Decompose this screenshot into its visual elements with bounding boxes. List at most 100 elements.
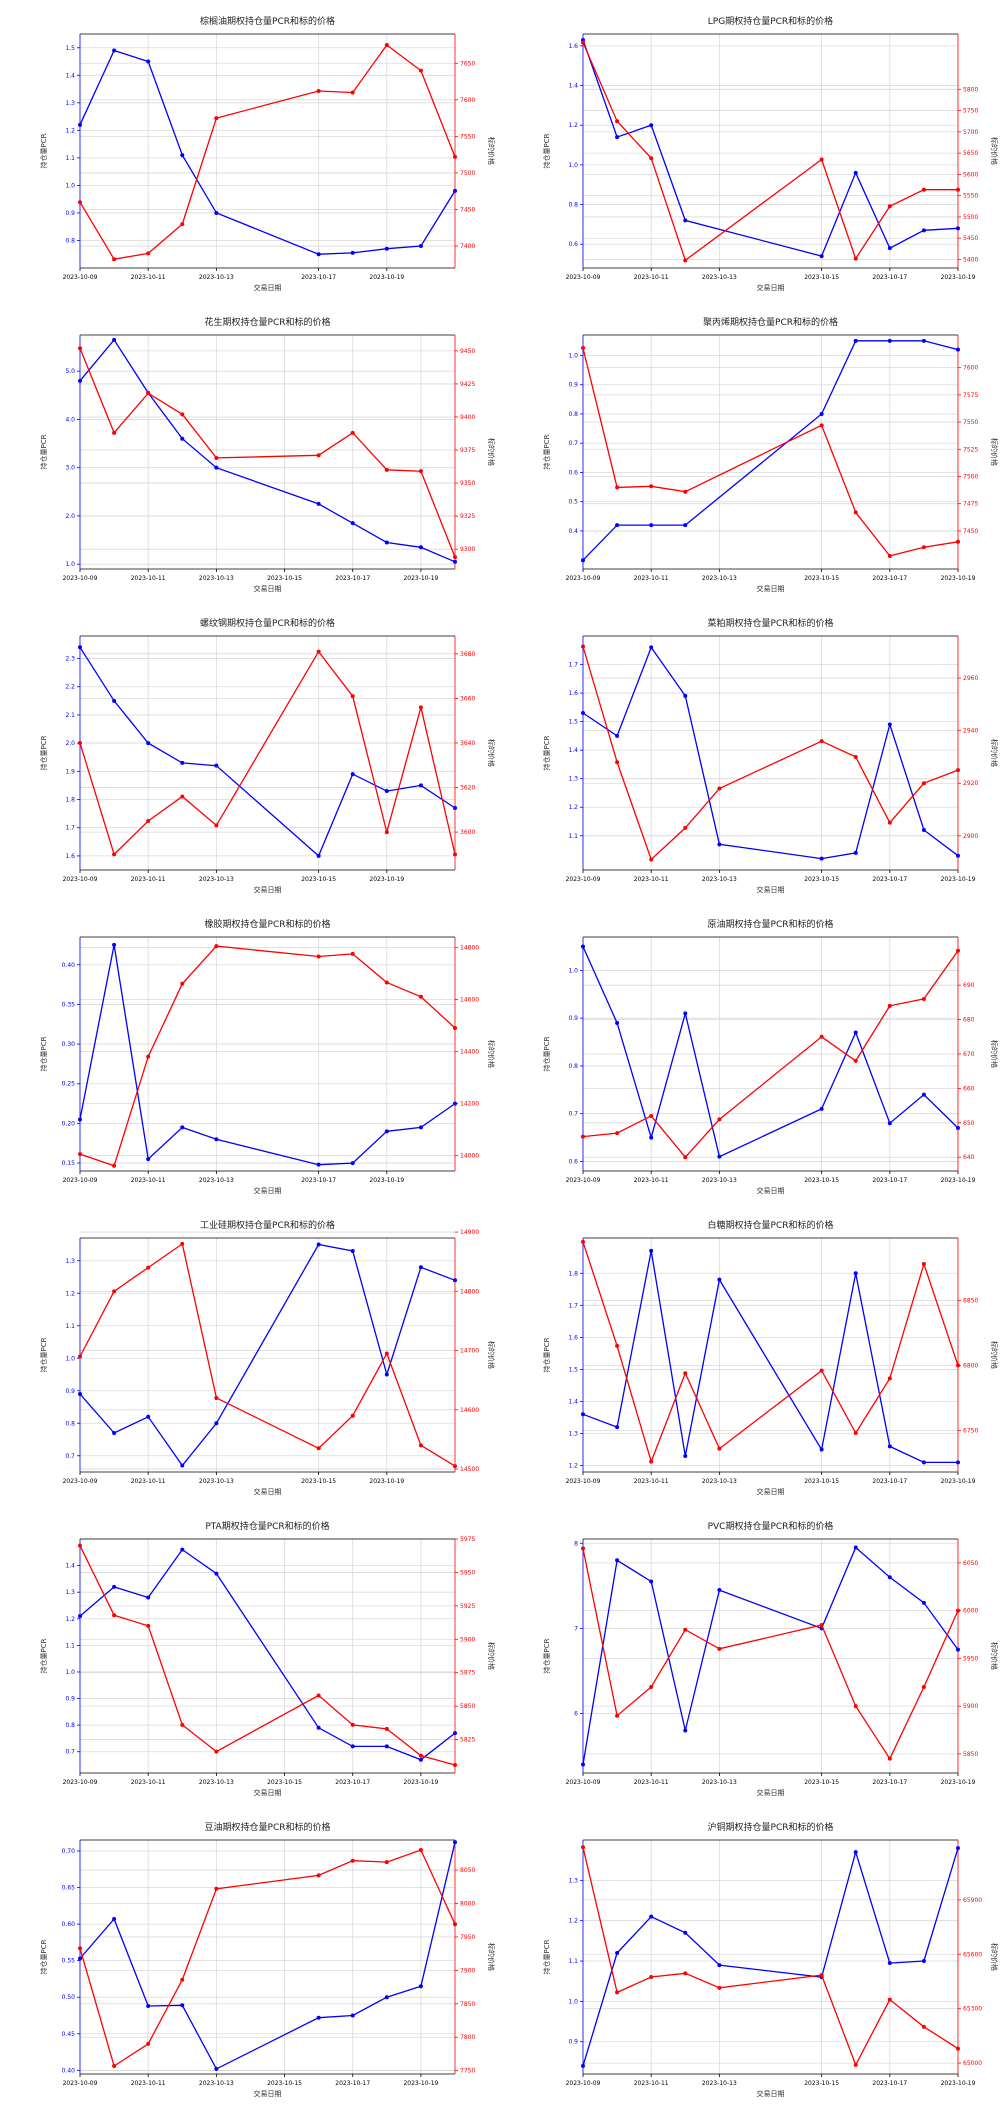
pcr-line: [582, 946, 959, 1158]
right-tick-label: 8000: [460, 1901, 475, 1908]
price-point: [683, 489, 688, 494]
price-point: [78, 1946, 82, 1951]
right-tick-label: 660: [963, 1085, 975, 1092]
pcr-point: [921, 228, 926, 233]
price-point: [180, 222, 185, 227]
price-point: [819, 1034, 824, 1039]
price-point: [418, 68, 423, 73]
left-tick-label: 1.3: [65, 1589, 75, 1596]
price-point: [615, 485, 620, 490]
pcr-line: [582, 646, 959, 860]
x-tick-label: 2023-10-15: [267, 1779, 302, 1786]
price-line: [582, 42, 958, 262]
left-tick-label: 1.1: [65, 1323, 75, 1330]
pcr-point: [214, 2066, 219, 2071]
price-point: [112, 430, 117, 435]
price-point: [453, 154, 457, 159]
x-tick-label: 2023-10-13: [199, 1177, 234, 1184]
pcr-point: [214, 1421, 219, 1426]
price-point: [615, 1131, 620, 1136]
chart-title: 花生期权持仓量PCR和标的价格: [205, 316, 331, 328]
x-tick-label: 2023-10-17: [872, 1177, 907, 1184]
x-tick-label: 2023-10-11: [634, 2080, 669, 2087]
price-point: [649, 857, 654, 862]
pcr-point: [214, 1571, 219, 1576]
left-tick-label: 0.60: [62, 1921, 76, 1928]
left-tick-label: 6: [574, 1710, 578, 1717]
pcr-point: [887, 722, 892, 727]
price-point: [453, 1922, 457, 1927]
left-tick-label: 1.7: [568, 662, 578, 669]
pcr-point: [384, 1744, 389, 1749]
price-point: [581, 1845, 585, 1850]
left-tick-label: 0.9: [568, 2039, 578, 2046]
price-point: [146, 2041, 151, 2046]
left-tick-label: 2.3: [65, 656, 75, 663]
pcr-point: [717, 1588, 722, 1593]
price-point: [316, 453, 321, 458]
left-axis-label: 持仓量PCR: [542, 1036, 551, 1071]
price-point: [615, 119, 620, 124]
price-point: [921, 781, 926, 786]
x-tick-label: 2023-10-09: [63, 575, 98, 582]
left-tick-label: 1.0: [568, 162, 578, 169]
price-point: [453, 1464, 457, 1469]
price-line: [79, 347, 456, 558]
price-point: [180, 412, 185, 417]
chart-title: 螺纹钢期权持仓量PCR和标的价格: [200, 617, 335, 629]
right-tick-label: 5800: [963, 86, 978, 93]
price-point: [581, 40, 585, 45]
price-point: [146, 818, 151, 823]
pcr-point: [956, 1126, 960, 1131]
left-tick-label: 0.8: [65, 1722, 75, 1729]
price-point: [581, 644, 585, 649]
price-point: [717, 1446, 722, 1451]
price-point: [384, 830, 389, 835]
right-tick-label: 7475: [963, 501, 978, 508]
right-tick-label: 3660: [460, 695, 475, 702]
pcr-point: [180, 436, 185, 441]
right-tick-label: 7650: [460, 60, 475, 67]
left-tick-label: 3.0: [65, 465, 75, 472]
price-point: [956, 539, 960, 544]
price-point: [683, 1971, 688, 1976]
pcr-point: [615, 1558, 620, 1563]
left-tick-label: 7: [574, 1625, 578, 1632]
pcr-point: [316, 1162, 321, 1167]
x-tick-label: 2023-10-11: [634, 274, 669, 281]
left-tick-label: 0.70: [62, 1848, 76, 1855]
price-point: [956, 2046, 960, 2051]
x-tick-label: 2023-10-13: [199, 876, 234, 883]
pcr-point: [146, 2003, 151, 2008]
pcr-point: [78, 1117, 82, 1122]
price-point: [649, 1459, 654, 1464]
pcr-point: [214, 1137, 219, 1142]
pcr-point: [581, 711, 585, 716]
pcr-point: [649, 1248, 654, 1253]
x-tick-label: 2023-10-19: [403, 1779, 438, 1786]
price-line: [582, 950, 959, 1159]
price-point: [956, 948, 960, 953]
left-tick-label: 0.65: [62, 1885, 76, 1892]
right-axis-label: 标的价格: [990, 438, 999, 466]
pcr-point: [683, 1011, 688, 1016]
pcr-point: [819, 254, 824, 259]
price-point: [683, 825, 688, 830]
pcr-line: [79, 1243, 456, 1467]
x-axis-label: 交易日期: [254, 1788, 282, 1797]
right-tick-label: 7600: [963, 365, 978, 372]
x-tick-label: 2023-10-13: [702, 1478, 737, 1485]
left-axis-label: 持仓量PCR: [39, 1036, 48, 1071]
right-tick-label: 8050: [460, 1867, 475, 1874]
pcr-point: [887, 338, 892, 343]
price-point: [649, 484, 654, 489]
left-tick-label: 8: [574, 1540, 578, 1547]
pcr-point: [683, 1453, 688, 1458]
left-tick-label: 1.3: [568, 1431, 578, 1438]
pcr-line: [79, 49, 456, 255]
left-tick-label: 1.2: [65, 1616, 75, 1623]
chart-9: 工业硅期权持仓量PCR和标的价格 2023-10-09 2023-10-11 2023…: [39, 1219, 496, 1496]
price-point: [853, 2062, 858, 2067]
pcr-point: [615, 1425, 620, 1430]
pcr-point: [615, 135, 620, 140]
